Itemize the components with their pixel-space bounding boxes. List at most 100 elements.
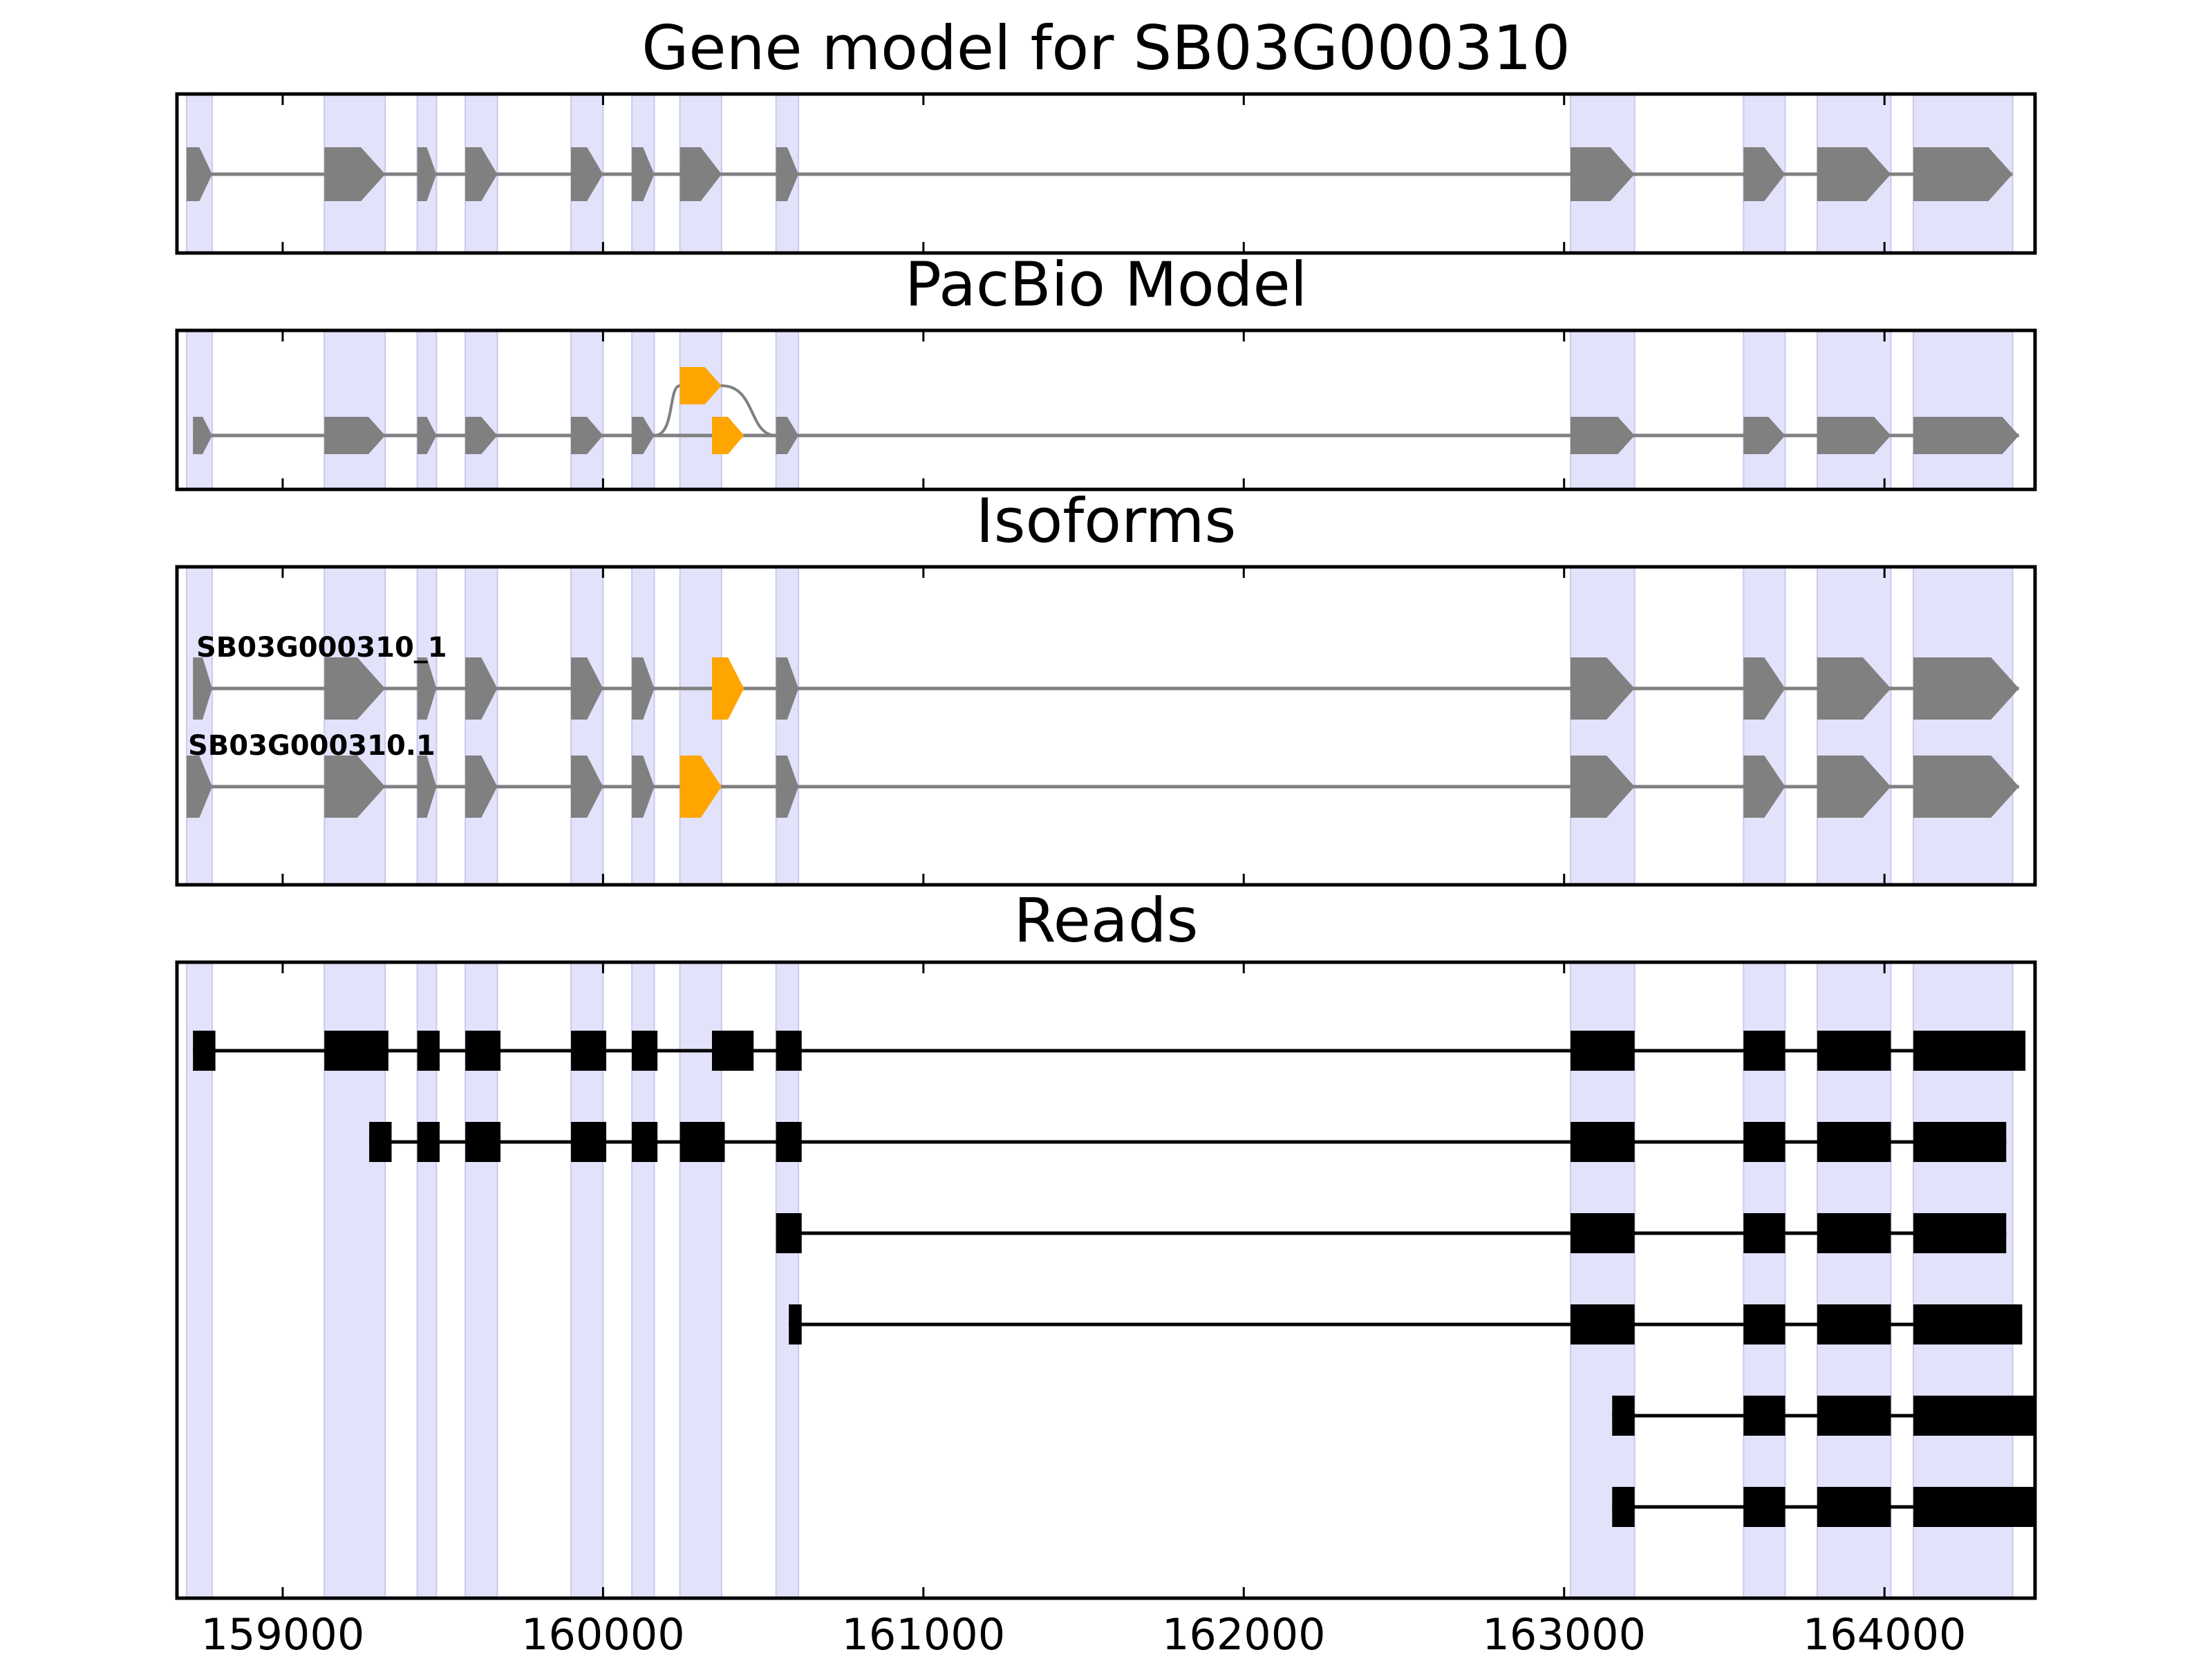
alt-exon xyxy=(679,367,722,404)
exon-band xyxy=(570,330,604,490)
read-block xyxy=(1913,1487,2035,1527)
read-block xyxy=(776,1031,802,1071)
exon-band xyxy=(631,330,655,490)
panel-1: Gene model for SB03G000310 xyxy=(175,12,2037,255)
read-block xyxy=(1612,1396,1635,1436)
exon xyxy=(1571,147,1635,201)
exon xyxy=(324,756,386,818)
read-block xyxy=(369,1122,392,1162)
exon xyxy=(776,147,799,201)
exon xyxy=(465,147,498,201)
panel-title: Reads xyxy=(1014,885,1199,956)
read-block xyxy=(1913,1031,2026,1071)
read-block xyxy=(1913,1304,2023,1344)
read-block xyxy=(1817,1487,1891,1527)
exon-band xyxy=(1912,330,2014,490)
read-block xyxy=(1817,1031,1891,1071)
panel-title: Gene model for SB03G000310 xyxy=(641,12,1571,84)
panel-title: Isoforms xyxy=(976,485,1237,556)
exon-band xyxy=(1743,330,1786,490)
exon xyxy=(1817,657,1891,720)
read-block xyxy=(1817,1396,1891,1436)
exon xyxy=(1913,417,2019,454)
read-block xyxy=(1743,1487,1785,1527)
exon xyxy=(632,417,655,454)
axes-frame xyxy=(175,960,2037,1600)
read-block xyxy=(193,1031,216,1071)
x-tick-label: 161000 xyxy=(841,1609,1005,1659)
exon xyxy=(776,756,799,818)
exon-band xyxy=(1816,330,1892,490)
exon xyxy=(417,756,437,818)
exon xyxy=(1571,417,1635,454)
read-block xyxy=(465,1122,501,1162)
x-tick-label: 164000 xyxy=(1803,1609,1967,1659)
read-block xyxy=(1913,1122,2007,1162)
read-block xyxy=(1571,1213,1635,1253)
exon xyxy=(1743,657,1785,720)
read-block xyxy=(1612,1487,1635,1527)
exon xyxy=(632,756,655,818)
exon xyxy=(193,657,212,720)
exon xyxy=(193,417,212,454)
exon-band xyxy=(1743,566,1786,885)
exon xyxy=(632,147,655,201)
exon xyxy=(324,147,386,201)
exon-band xyxy=(185,330,213,490)
exon xyxy=(776,657,799,720)
read-block xyxy=(465,1031,501,1071)
alt-exon xyxy=(711,417,744,454)
read-block xyxy=(417,1122,440,1162)
alt-splice-path xyxy=(654,384,776,437)
read-block xyxy=(776,1122,802,1162)
axes-frame xyxy=(175,328,2037,491)
exon xyxy=(465,657,498,720)
read-block xyxy=(789,1304,802,1344)
read-block xyxy=(1743,1396,1785,1436)
exon-band xyxy=(1570,330,1635,490)
exon-band xyxy=(679,566,722,885)
exon-band xyxy=(465,330,498,490)
panel-title: PacBio Model xyxy=(905,249,1307,320)
read-block xyxy=(711,1031,754,1071)
isoform-label: SB03G000310_1 xyxy=(196,632,447,664)
exon-band xyxy=(185,566,213,885)
exon xyxy=(1571,657,1635,720)
read-block xyxy=(1913,1213,2007,1253)
exon-band xyxy=(324,566,386,885)
exon xyxy=(417,657,437,720)
read-block xyxy=(1571,1122,1635,1162)
exon-band xyxy=(324,330,386,490)
read-block xyxy=(1913,1396,2035,1436)
exon xyxy=(1817,417,1891,454)
exon xyxy=(1817,147,1891,201)
exon-band xyxy=(465,566,498,885)
read-block xyxy=(1817,1122,1891,1162)
exon xyxy=(1743,756,1785,818)
exon xyxy=(186,147,212,201)
read-block xyxy=(571,1031,607,1071)
read-block xyxy=(324,1031,388,1071)
exon xyxy=(571,657,603,720)
exon xyxy=(1743,417,1785,454)
x-tick-label: 163000 xyxy=(1482,1609,1646,1659)
exon xyxy=(1913,147,2013,201)
axes-frame xyxy=(175,92,2037,255)
exon xyxy=(571,417,603,454)
exon xyxy=(632,657,655,720)
read-block xyxy=(1743,1213,1785,1253)
exon xyxy=(1913,756,2019,818)
exon xyxy=(1817,756,1891,818)
exon-band xyxy=(775,330,800,490)
read-block xyxy=(1743,1031,1785,1071)
exon xyxy=(776,417,799,454)
exon-band xyxy=(570,566,604,885)
exon-band xyxy=(416,330,438,490)
exon-band xyxy=(679,330,722,490)
exon xyxy=(1571,756,1635,818)
read-block xyxy=(417,1031,440,1071)
alt-exon xyxy=(711,657,744,720)
read-block xyxy=(1817,1213,1891,1253)
exon xyxy=(324,657,386,720)
